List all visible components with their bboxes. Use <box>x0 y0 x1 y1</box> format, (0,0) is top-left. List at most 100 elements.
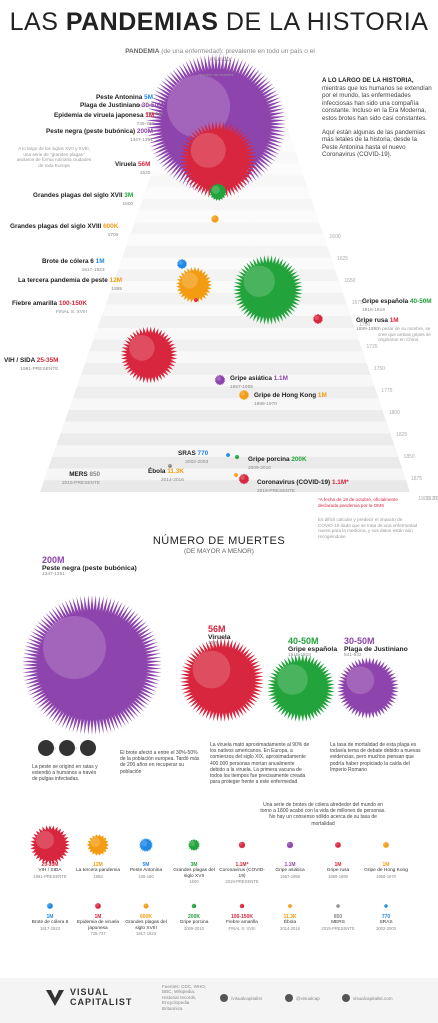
bubble-6 <box>211 215 219 223</box>
globe-icon <box>342 994 350 1002</box>
pandemic-name: Gripe asiática <box>230 375 274 382</box>
rank-small-label: 25-35M VIH / SIDA 1981-PRESENTE <box>33 862 67 879</box>
years: 1817-1923 <box>81 268 105 273</box>
death-count: 1M <box>145 112 155 119</box>
years: 2009-2010 <box>248 466 271 471</box>
rank-small-bubble <box>94 902 102 910</box>
text-plague-rats: La peste se originó en ratas y extendió … <box>32 764 98 783</box>
instagram-icon <box>285 994 293 1002</box>
rank-top-label: 40-50M Gripe española 1918-1919 <box>288 636 338 658</box>
note-flu-origin: A pesar de su nombre, se cree que ambas … <box>378 326 431 343</box>
year-tick: 1750 <box>374 366 385 372</box>
death-count: 11.3K <box>167 468 184 475</box>
death-count: 1M <box>317 392 327 399</box>
footer <box>0 978 438 1023</box>
timeline-label: Fiebre amarilla 100-150K FINAL S. XVIII <box>12 292 87 315</box>
rank-small-label: 770 SRAS 2002-2003 <box>375 914 397 931</box>
text-smallpox: La viruela mató aproximadamente al 90% d… <box>210 742 310 786</box>
years: FINAL S. XVIII <box>55 310 87 315</box>
timeline-label: Viruela 56M 1520 <box>115 153 150 176</box>
rank-small-label: 1.1M Gripe asiática 1957-1958 <box>275 862 305 879</box>
pandemic-name: VIH / SIDA <box>4 357 37 364</box>
year-tick: 1600 <box>330 234 341 240</box>
circle-legend-label: Número de muertes <box>198 72 234 77</box>
ranking-subtitle: (DE MAYOR A MENOR) <box>184 548 254 555</box>
timeline-label: Grandes plagas del siglo XVIII 600K 1700 <box>10 215 118 238</box>
year-tick: 1850 <box>404 454 415 460</box>
pandemic-name: Gripe española <box>362 298 410 305</box>
death-count: 1.1M <box>273 375 288 382</box>
death-count: 200M <box>136 128 153 135</box>
rank-small-label: 5M Peste Antonina 165-180 <box>129 862 163 879</box>
bubble-5 <box>209 183 227 201</box>
bubble-15 <box>225 452 231 458</box>
rank-small-bubble <box>87 834 109 856</box>
rank-top-bubble-3 <box>337 657 399 719</box>
note-covid-disclaimer: Es difícil calcular y predecir el impact… <box>318 517 418 539</box>
rank-top-bubble-2 <box>267 654 335 722</box>
pandemic-name: Viruela <box>115 161 138 168</box>
timeline-label: Grandes plagas del siglo XVII 3M 1600 <box>33 184 133 207</box>
facebook-icon <box>220 994 228 1002</box>
timeline-band <box>134 210 320 223</box>
death-count: 5M <box>144 94 153 101</box>
years: 2014-2016 <box>160 478 184 483</box>
bubble-16 <box>234 454 240 460</box>
pandemic-name: Peste Antonina <box>96 94 145 101</box>
bubble-4 <box>179 121 257 199</box>
bubble-7 <box>176 258 188 270</box>
pandemic-name: Ébola <box>148 468 168 475</box>
rank-small-label: 600K Grandes plagas del siglo XVIII 1817-1… <box>125 914 167 937</box>
years: 1968-1970 <box>254 402 277 407</box>
rank-small-bubble <box>143 903 149 909</box>
rank-small-label: 11.3K Ébola 2014-2016 <box>279 914 301 931</box>
rank-small-bubble <box>46 902 54 910</box>
years: 1347-1351 <box>129 138 153 143</box>
note-great-plagues: A lo largo de los siglos XVII y XVIII, u… <box>16 146 92 168</box>
timeline-label: Ébola 11.3K 2014-2016 <box>148 460 184 483</box>
instagram-link[interactable]: @visualcap <box>285 994 320 1002</box>
year-tick: 1725 <box>367 344 378 350</box>
year-tick: 1900 <box>418 496 429 502</box>
text-plague-europe: El brote afectó a entre el 30%-50% de la… <box>120 750 200 775</box>
plague-icons: › › <box>38 740 96 756</box>
pandemic-name: SRAS <box>178 450 198 457</box>
death-count: 30-50M <box>141 102 164 109</box>
timeline-label: Gripe rusa 1M 1889-1890 <box>356 309 399 332</box>
person-icon <box>80 740 96 756</box>
timeline-band <box>44 468 407 481</box>
years: 2015-PRESENTE <box>62 481 101 486</box>
rank-small-bubble <box>30 825 70 865</box>
death-count: 25-35M <box>36 357 59 364</box>
rank-small-bubble <box>191 903 197 909</box>
timeline-label: MERS 850 2015-PRESENTE <box>62 463 100 486</box>
death-count: 1.1M* <box>331 479 349 486</box>
pandemic-name: Grandes plagas del siglo XVIII <box>10 223 104 230</box>
death-count: 600K <box>103 223 119 230</box>
timeline-chart: 1600 1625 1650 1675 1700 1725 1750 1775 1800 1825… <box>40 54 438 502</box>
web-link[interactable]: visualcapitalist.com <box>342 994 393 1002</box>
facebook-link[interactable]: /visualcapitalist <box>220 994 262 1002</box>
rank-small-bubble <box>287 903 293 909</box>
year-tick: 1650 <box>344 278 355 284</box>
bubble-13 <box>214 374 226 386</box>
rank-small-bubble <box>239 903 245 909</box>
year-tick: 1825 <box>396 432 407 438</box>
death-count: 770 <box>197 450 209 457</box>
timeline-label: Peste Antonina 5M 165-180 <box>96 86 153 109</box>
death-count: 1M <box>95 258 105 265</box>
pandemic-name: Peste negra (peste bubónica) <box>46 128 137 135</box>
years: 1700 <box>107 233 119 238</box>
pandemic-name: Plaga de Justiniano <box>80 102 142 109</box>
years: 1855 <box>111 287 123 292</box>
rank-top-label: 56M Viruela 1520 <box>208 624 231 646</box>
year-tick: 1800 <box>389 410 400 416</box>
pandemic-name: La tercera pandemia de peste <box>18 277 110 284</box>
rank-top-bubble-1 <box>180 638 264 722</box>
pandemic-name: Fiebre amarilla <box>12 300 59 307</box>
pandemic-name: Gripe rusa <box>356 317 390 324</box>
brand-bottom: CAPITALIST <box>70 997 133 1007</box>
timeline-label: Gripe porcina 200K 2009-2010 <box>248 448 307 471</box>
bubble-17 <box>233 472 239 478</box>
timeline-label: SRAS 770 2002-2003 <box>178 442 208 465</box>
